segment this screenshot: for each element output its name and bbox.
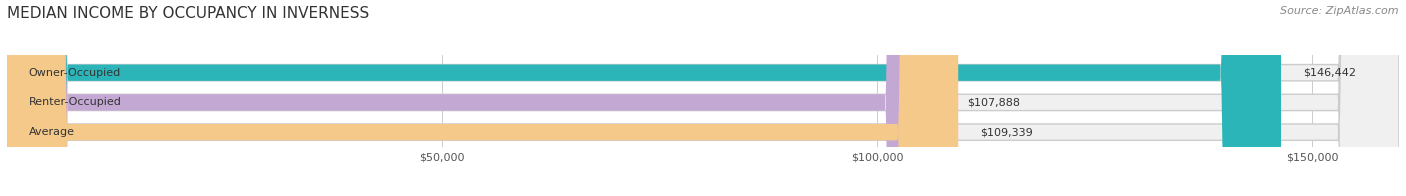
- Text: MEDIAN INCOME BY OCCUPANCY IN INVERNESS: MEDIAN INCOME BY OCCUPANCY IN INVERNESS: [7, 6, 370, 21]
- FancyBboxPatch shape: [7, 0, 1399, 196]
- Text: Average: Average: [28, 127, 75, 137]
- Text: $109,339: $109,339: [980, 127, 1033, 137]
- FancyBboxPatch shape: [7, 0, 946, 196]
- Text: Owner-Occupied: Owner-Occupied: [28, 68, 121, 78]
- Text: Renter-Occupied: Renter-Occupied: [28, 97, 122, 107]
- Text: $107,888: $107,888: [967, 97, 1021, 107]
- FancyBboxPatch shape: [7, 0, 1281, 196]
- FancyBboxPatch shape: [7, 0, 959, 196]
- Text: $146,442: $146,442: [1303, 68, 1355, 78]
- Text: Source: ZipAtlas.com: Source: ZipAtlas.com: [1281, 6, 1399, 16]
- FancyBboxPatch shape: [7, 0, 1399, 196]
- FancyBboxPatch shape: [7, 0, 1399, 196]
